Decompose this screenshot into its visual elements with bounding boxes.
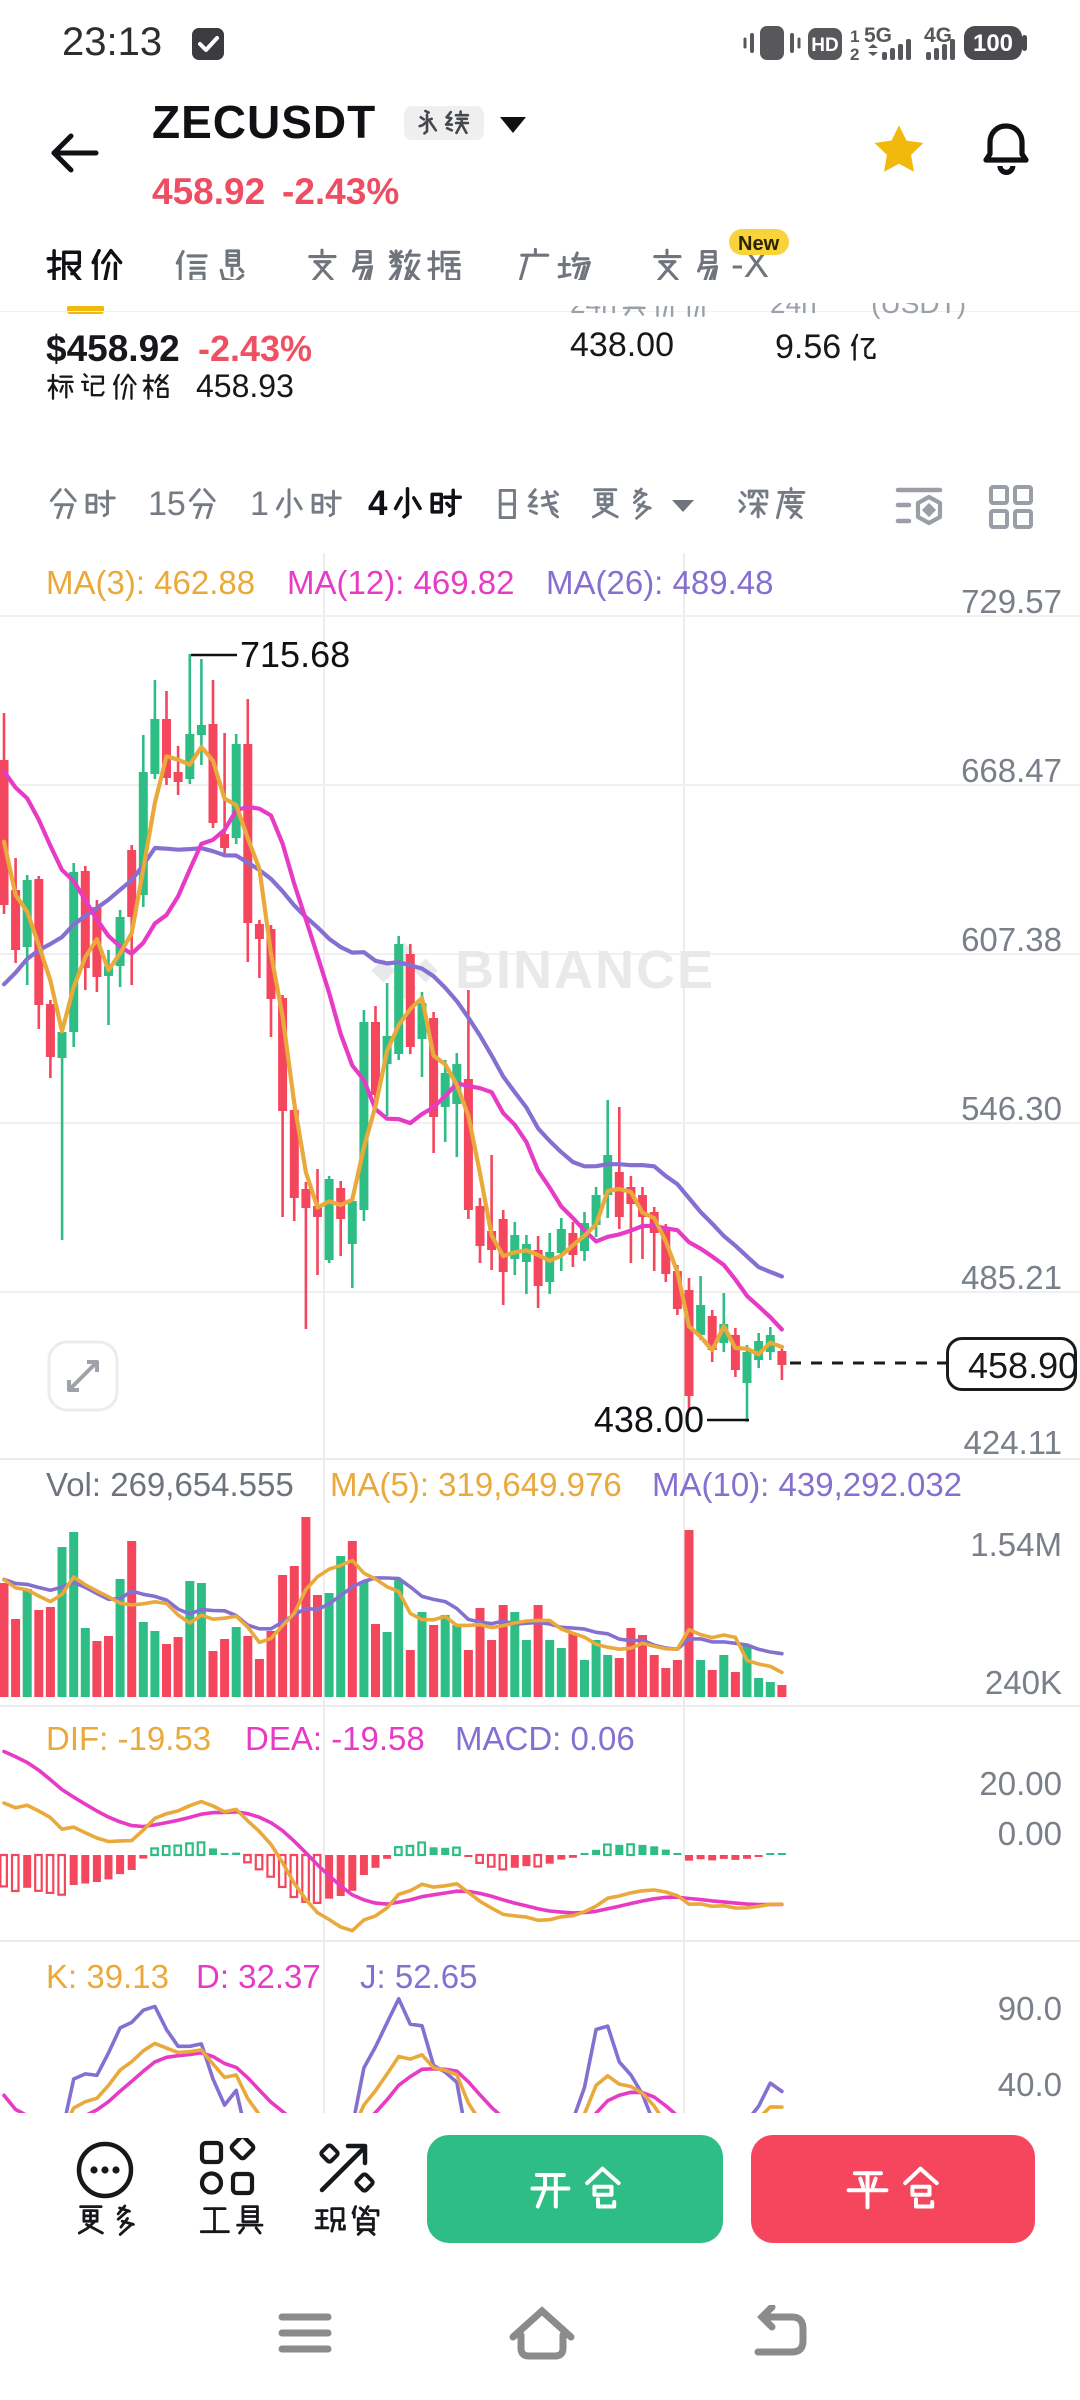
svg-text:5G: 5G — [864, 24, 892, 47]
svg-text:2: 2 — [850, 45, 859, 64]
svg-text:100: 100 — [973, 30, 1013, 57]
svg-text:4G: 4G — [924, 24, 952, 47]
svg-text:HD: HD — [811, 35, 838, 56]
svg-text:1: 1 — [850, 27, 859, 46]
